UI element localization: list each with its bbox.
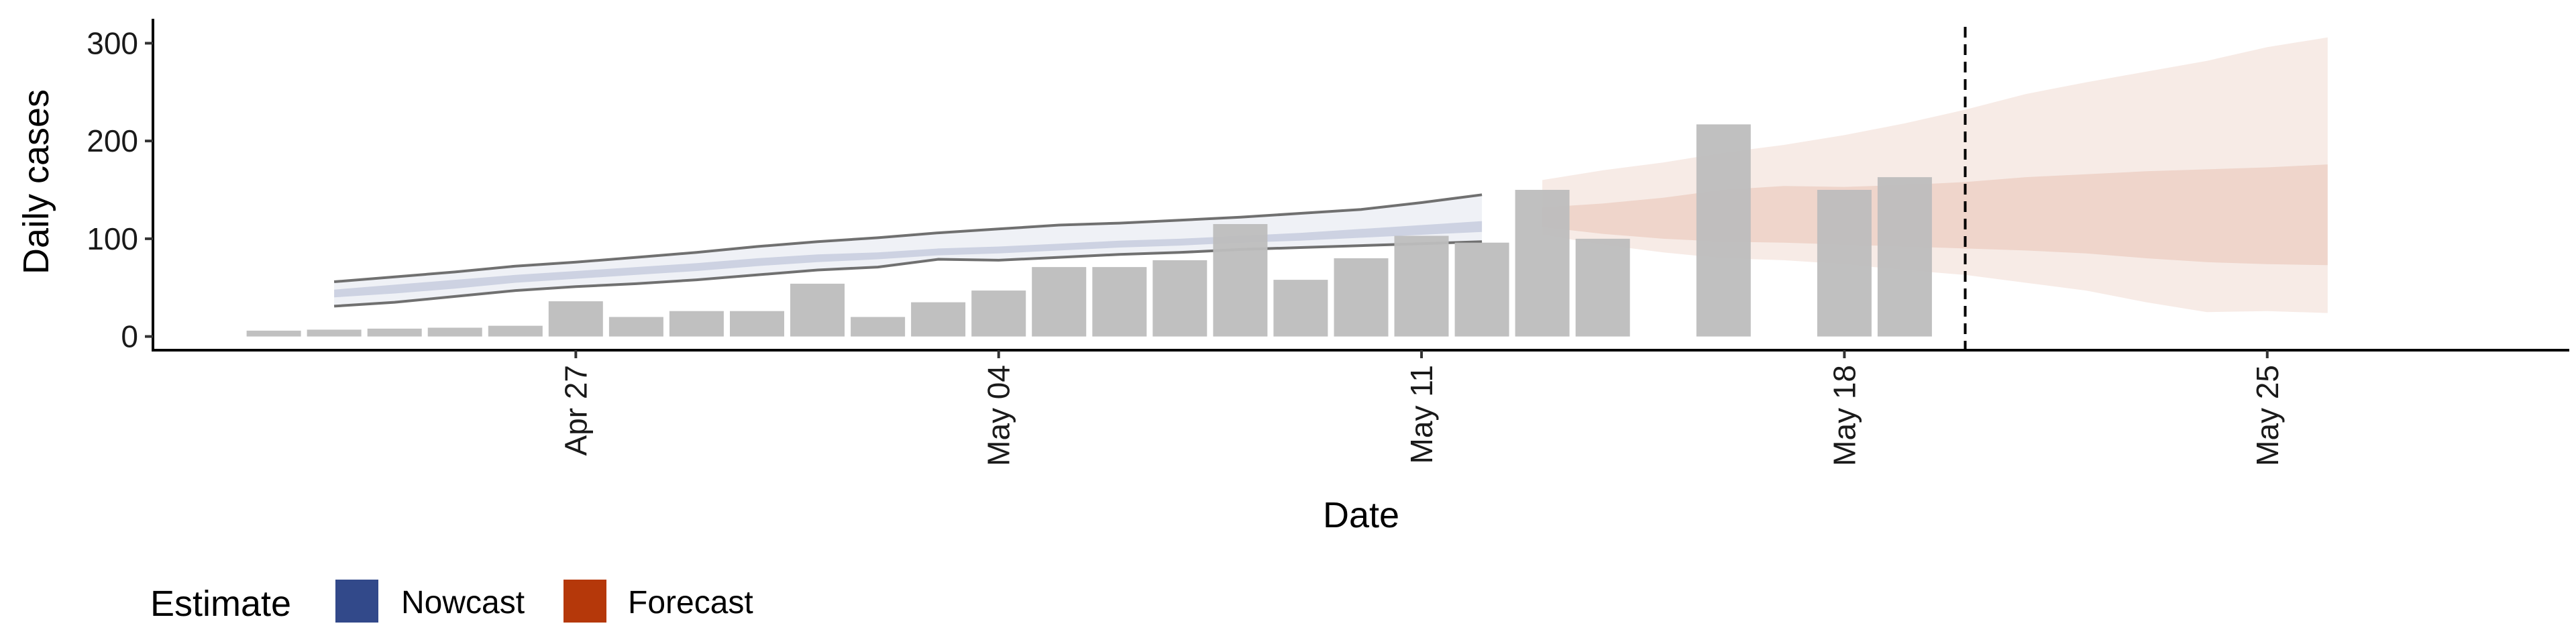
bar [548, 301, 603, 337]
bar [1394, 235, 1449, 337]
bar [1575, 238, 1630, 337]
bar [851, 317, 906, 337]
legend-swatch-nowcast [335, 580, 378, 623]
axes [152, 19, 2569, 352]
y-tick-label: 300 [87, 25, 138, 60]
bar [1213, 224, 1268, 337]
x-tick-label: May 11 [1404, 365, 1439, 464]
bar [1817, 190, 1872, 337]
bar [1696, 124, 1751, 337]
bar [246, 330, 301, 337]
legend: Estimate Nowcast Forecast [150, 580, 753, 624]
bar [307, 329, 362, 337]
y-tick-label: 200 [87, 123, 138, 158]
bar [1334, 258, 1389, 337]
bar [790, 283, 845, 337]
forecast-bands [1542, 37, 2328, 313]
bar [971, 290, 1026, 337]
legend-swatch-forecast [564, 580, 606, 623]
x-tick-label: May 25 [2250, 365, 2285, 466]
x-axis-ticks: Apr 27 May 04 May 11 May 18 May 25 [558, 350, 2285, 466]
bars [246, 124, 1932, 337]
nowcast-band-90 [334, 195, 1483, 307]
bar [730, 311, 784, 337]
bar [608, 317, 663, 337]
bar [1092, 267, 1147, 337]
bar [488, 325, 543, 337]
x-tick-label: May 18 [1827, 365, 1862, 466]
nowcast-upper-line [333, 193, 1483, 283]
nowcast-band-50 [334, 221, 1483, 298]
y-axis-ticks: 0 100 200 300 [87, 25, 153, 354]
x-tick-label: Apr 27 [558, 365, 593, 456]
nowcast-lower-line [333, 240, 1483, 308]
legend-label-nowcast: Nowcast [401, 585, 525, 621]
y-tick-label: 0 [121, 319, 138, 354]
bar [1454, 242, 1509, 337]
bar [367, 328, 422, 337]
bar [1515, 190, 1570, 337]
bar [911, 302, 966, 337]
bar [1273, 280, 1328, 337]
legend-label-forecast: Forecast [628, 585, 753, 621]
bar [1032, 267, 1087, 337]
bar [1152, 260, 1208, 337]
nowcast-bands [334, 195, 1483, 307]
bar [669, 311, 724, 337]
nowcast-interval-lines [333, 193, 1483, 308]
x-tick-label: May 04 [981, 365, 1016, 466]
bar [1877, 177, 1932, 337]
legend-title: Estimate [150, 584, 291, 624]
bar [427, 327, 482, 337]
x-axis-title: Date [1323, 495, 1399, 535]
y-axis-title: Daily cases [16, 89, 56, 274]
y-tick-label: 100 [87, 221, 138, 256]
